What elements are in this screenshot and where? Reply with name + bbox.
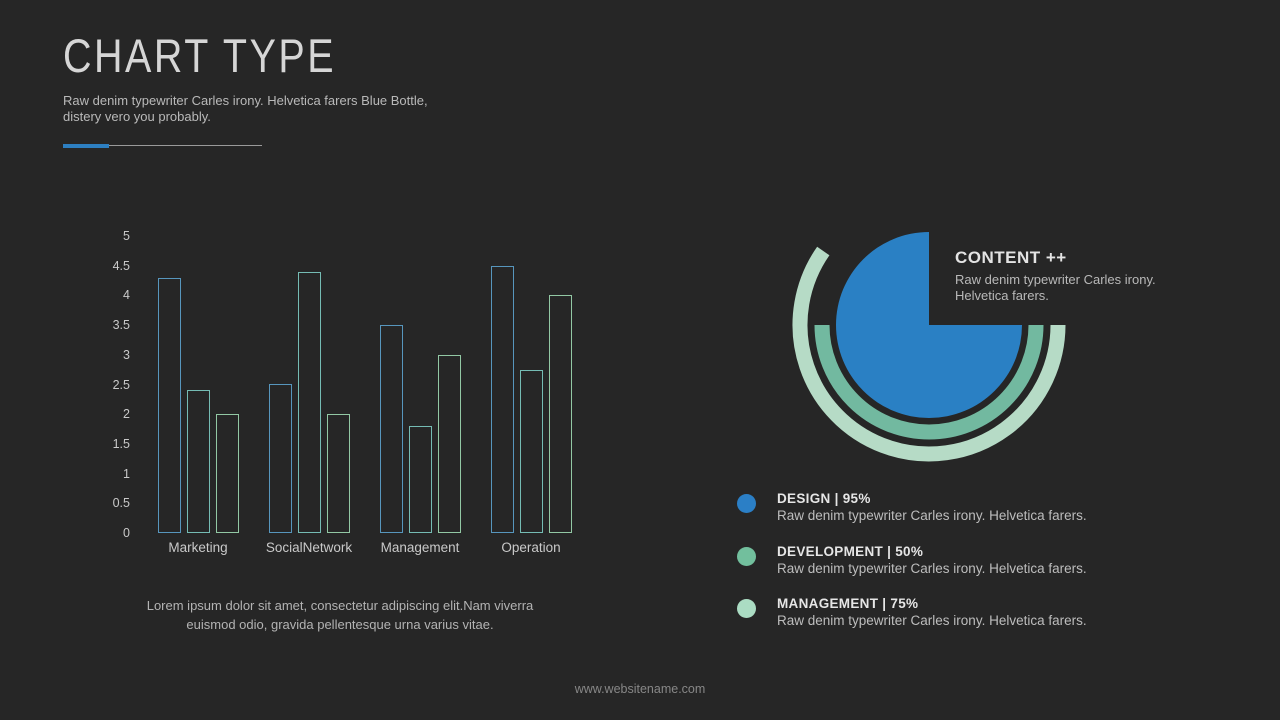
bar-group-operation	[491, 228, 572, 533]
y-axis-tick-label: 4	[123, 288, 130, 303]
bar-operation-series-3	[549, 295, 572, 533]
bar-chart: 5 4.5 4 3.5 3 2.5 2 1.5 1 0.5 0 Marketing SocialNetw…	[100, 228, 590, 568]
bar-group-management	[380, 228, 461, 533]
bar-socialnetwork-series-1	[269, 384, 292, 533]
bar-management-series-1	[380, 325, 403, 533]
legend-label: MANAGEMENT | 75%	[777, 596, 919, 611]
pie-callout-desc-2: Helvetica farers.	[955, 288, 1049, 303]
y-axis-tick-label: 0.5	[112, 496, 130, 511]
x-axis-category-label: Operation	[501, 540, 561, 555]
website-footer: www.websitename.com	[574, 682, 706, 696]
x-axis-category-label: Management	[380, 540, 460, 555]
x-axis-category-label: Marketing	[168, 540, 228, 555]
legend-desc: Raw denim typewriter Carles irony. Helve…	[777, 613, 1087, 628]
y-axis-tick-label: 3	[123, 347, 130, 362]
pie-inner-arc	[814, 324, 1044, 440]
design-dot-icon	[737, 494, 756, 513]
subtitle-line-2: distery vero you probably.	[63, 109, 211, 124]
bar-marketing-series-2	[187, 390, 210, 533]
y-axis-tick-label: 2	[123, 407, 130, 422]
bar-marketing-series-3	[216, 414, 239, 533]
caption-line-2: euismod odio, gravida pellentesque urna …	[186, 617, 494, 632]
bar-management-series-2	[409, 426, 432, 533]
legend-desc: Raw denim typewriter Carles irony. Helve…	[777, 561, 1087, 576]
management-dot-icon	[737, 599, 756, 618]
bar-operation-series-2	[520, 370, 543, 533]
pie-callout: CONTENT ++ Raw denim typewriter Carles i…	[955, 248, 1195, 304]
pie-callout-title: CONTENT ++	[955, 248, 1067, 267]
legend-label: DEVELOPMENT | 50%	[777, 544, 924, 559]
y-axis-tick-label: 0	[123, 526, 130, 540]
y-axis-tick-label: 3.5	[112, 318, 130, 333]
pie-chart	[790, 226, 1090, 466]
title-divider	[63, 143, 263, 149]
pie-callout-desc-1: Raw denim typewriter Carles irony.	[955, 272, 1156, 287]
divider-accent-bar	[63, 144, 109, 148]
page-title: CHART TYPE	[63, 29, 337, 82]
divider-line	[109, 145, 262, 146]
y-axis-tick-label: 4.5	[112, 258, 130, 273]
y-axis-tick-label: 1.5	[112, 436, 130, 451]
bar-socialnetwork-series-2	[298, 272, 321, 533]
bar-marketing-series-1	[158, 278, 181, 533]
development-dot-icon	[737, 547, 756, 566]
legend-label: DESIGN | 95%	[777, 491, 871, 506]
bar-operation-series-1	[491, 266, 514, 533]
subtitle-line-1: Raw denim typewriter Carles irony. Helve…	[63, 93, 428, 108]
bar-socialnetwork-series-3	[327, 414, 350, 533]
y-axis-tick-label: 1	[123, 466, 130, 481]
page-subtitle: Raw denim typewriter Carles irony. Helve…	[63, 93, 428, 125]
bar-group-socialnetwork	[269, 228, 350, 533]
pie-sector	[836, 232, 1022, 418]
bar-management-series-3	[438, 355, 461, 533]
x-axis-category-label: SocialNetwork	[265, 540, 353, 555]
legend-desc: Raw denim typewriter Carles irony. Helve…	[777, 508, 1087, 523]
bar-group-marketing	[158, 228, 239, 533]
y-axis-tick-label: 5	[123, 229, 130, 243]
caption-line-1: Lorem ipsum dolor sit amet, consectetur …	[146, 598, 534, 613]
y-axis-tick-label: 2.5	[112, 377, 130, 392]
pie-chart-svg	[792, 232, 1066, 462]
pie-outer-arc	[792, 246, 1066, 462]
bar-chart-caption: Lorem ipsum dolor sit amet, consectetur …	[105, 596, 575, 634]
